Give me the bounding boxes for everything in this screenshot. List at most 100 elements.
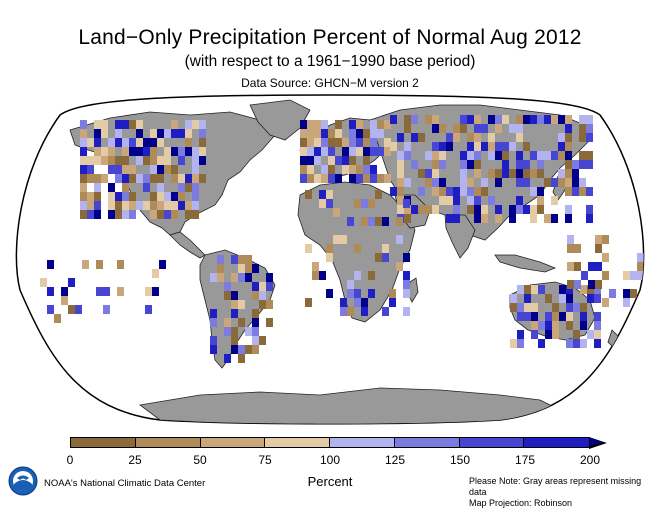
grid-cell: [164, 129, 171, 138]
grid-cell: [586, 124, 593, 133]
grid-cell: [418, 169, 425, 178]
grid-cell: [467, 196, 474, 205]
grid-cell: [143, 156, 150, 165]
legend-tick-label: 200: [579, 453, 601, 467]
grid-cell: [370, 129, 377, 138]
grid-cell: [425, 115, 432, 124]
legend-segment: [394, 438, 460, 447]
legend-tick-label: 100: [319, 453, 341, 467]
grid-cell: [481, 124, 488, 133]
grid-cell: [467, 187, 474, 196]
grid-cell: [439, 151, 446, 160]
grid-cell: [509, 142, 516, 151]
grid-cell: [602, 235, 609, 244]
grid-cell: [300, 147, 307, 156]
grid-cell: [623, 271, 630, 280]
grid-cell: [524, 285, 531, 294]
grid-cell: [446, 142, 453, 151]
noaa-logo-icon: [8, 466, 38, 496]
grid-cell: [572, 169, 579, 178]
grid-cell: [122, 183, 129, 192]
map-title: Land−Only Precipitation Percent of Norma…: [78, 26, 582, 49]
grid-cell: [87, 201, 94, 210]
grid-cell: [328, 147, 335, 156]
grid-cell: [305, 298, 312, 307]
grid-cell: [403, 289, 410, 298]
grid-cell: [80, 192, 87, 201]
grid-cell: [565, 169, 572, 178]
grid-cell: [579, 151, 586, 160]
grid-cell: [171, 147, 178, 156]
grid-cell: [488, 133, 495, 142]
grid-cell: [80, 165, 87, 174]
grid-cell: [150, 138, 157, 147]
grid-cell: [238, 345, 245, 354]
grid-cell: [354, 271, 361, 280]
grid-cell: [517, 303, 524, 312]
grid-cell: [481, 142, 488, 151]
grid-cell: [602, 298, 609, 307]
grid-cell: [171, 201, 178, 210]
grid-cell: [356, 174, 363, 183]
antarctica: [139, 387, 562, 424]
grid-cell: [545, 312, 552, 321]
grid-cell: [252, 318, 259, 327]
grid-cell: [96, 287, 103, 296]
grid-cell: [199, 120, 206, 129]
grid-cell: [467, 160, 474, 169]
grid-cell: [185, 183, 192, 192]
grid-cell: [474, 214, 481, 223]
grid-cell: [150, 201, 157, 210]
grid-cell: [460, 124, 467, 133]
grid-cell: [101, 129, 108, 138]
grid-cell: [531, 312, 538, 321]
grid-cell: [551, 214, 558, 223]
grid-cell: [312, 271, 319, 280]
grid-cell: [217, 273, 224, 282]
grid-cell: [252, 345, 259, 354]
grid-cell: [404, 151, 411, 160]
grid-cell: [382, 307, 389, 316]
grid-cell: [349, 165, 356, 174]
grid-cell: [510, 294, 517, 303]
grid-cell: [644, 235, 651, 244]
grid-cell: [108, 138, 115, 147]
grid-cell: [544, 115, 551, 124]
grid-cell: [517, 339, 524, 348]
grid-cell: [453, 133, 460, 142]
grid-cell: [94, 183, 101, 192]
grid-cell: [342, 147, 349, 156]
grid-cell: [349, 120, 356, 129]
grid-cell: [335, 138, 342, 147]
grid-cell: [481, 187, 488, 196]
greenland: [249, 99, 311, 141]
grid-cell: [259, 300, 266, 309]
grid-cell: [579, 187, 586, 196]
grid-cell: [537, 151, 544, 160]
grid-cell: [210, 273, 217, 282]
grid-cell: [145, 305, 152, 314]
grid-cell: [115, 138, 122, 147]
grid-cell: [326, 289, 333, 298]
grid-cell: [82, 260, 89, 269]
grid-cell: [644, 289, 651, 298]
legend-segment: [524, 438, 589, 447]
grid-cell: [266, 273, 273, 282]
grid-cell: [432, 187, 439, 196]
grid-cell: [305, 190, 312, 199]
grid-cell: [108, 192, 115, 201]
grid-cell: [446, 214, 453, 223]
grid-cell: [495, 205, 502, 214]
grid-cell: [516, 205, 523, 214]
grid-cell: [40, 278, 47, 287]
grid-cell: [238, 354, 245, 363]
grid-cell: [567, 235, 574, 244]
grid-cell: [210, 318, 217, 327]
grid-cell: [396, 217, 403, 226]
grid-cell: [199, 138, 206, 147]
grid-cell: [101, 156, 108, 165]
grid-cell: [94, 174, 101, 183]
grid-cell: [368, 199, 375, 208]
grid-cell: [129, 120, 136, 129]
grid-cell: [509, 169, 516, 178]
